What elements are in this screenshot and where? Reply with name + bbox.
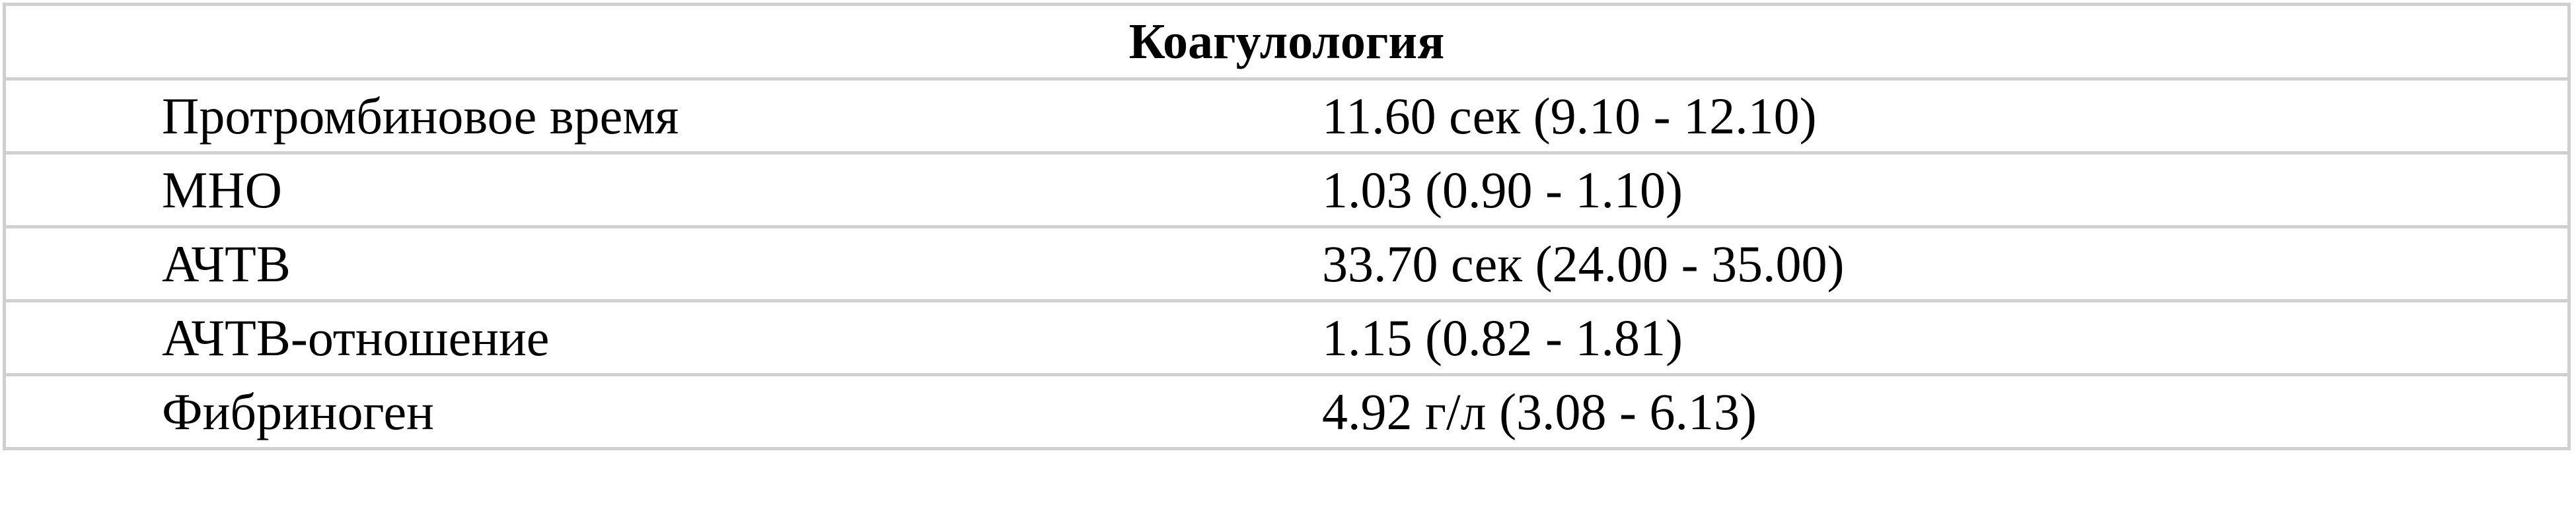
test-name: АЧТВ	[162, 235, 291, 293]
table-row: МНО 1.03 (0.90 - 1.10)	[6, 151, 2567, 225]
test-result: 4.92 г/л (3.08 - 6.13)	[1322, 383, 1757, 440]
table-row: Фибриноген 4.92 г/л (3.08 - 6.13)	[6, 373, 2567, 447]
test-name: Протромбиновое время	[162, 87, 679, 145]
table-row: Протромбиновое время 11.60 сек (9.10 - 12…	[6, 77, 2567, 151]
lab-table: Коагулология Протромбиновое время 11.60 с…	[3, 3, 2571, 450]
table-title: Коагулология	[1128, 14, 1445, 69]
test-name: МНО	[162, 161, 283, 219]
test-name: Фибриноген	[162, 383, 434, 440]
test-result: 11.60 сек (9.10 - 12.10)	[1322, 87, 1817, 145]
test-name: АЧТВ-отношение	[162, 309, 550, 366]
table-row: АЧТВ 33.70 сек (24.00 - 35.00)	[6, 225, 2567, 299]
test-result: 1.15 (0.82 - 1.81)	[1322, 309, 1683, 366]
test-result: 33.70 сек (24.00 - 35.00)	[1322, 235, 1845, 293]
table-row: АЧТВ-отношение 1.15 (0.82 - 1.81)	[6, 299, 2567, 373]
test-result: 1.03 (0.90 - 1.10)	[1322, 161, 1683, 219]
